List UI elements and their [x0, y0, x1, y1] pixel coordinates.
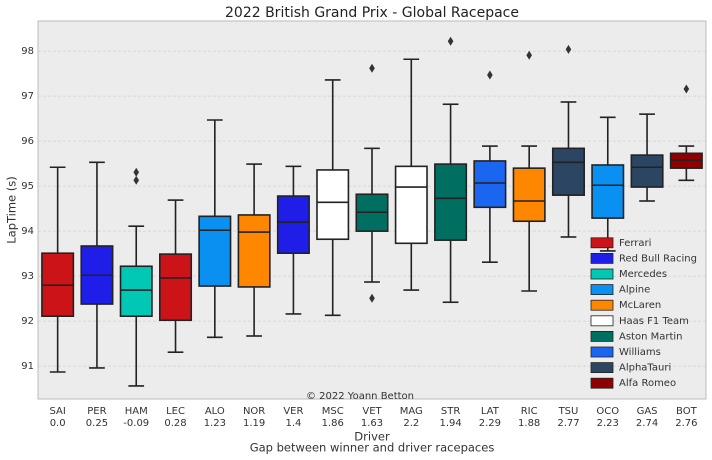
x-tick-label: GAS: [637, 406, 658, 417]
legend-swatch: [590, 299, 614, 311]
outlier: [369, 293, 375, 303]
x-tick-label: RIC: [521, 406, 538, 417]
y-tick-label: 92: [21, 316, 34, 327]
box: [119, 265, 153, 318]
legend-swatch: [590, 268, 614, 280]
legend-label: McLaren: [619, 300, 661, 311]
y-tick-label: 91: [21, 361, 34, 372]
x-tick-sublabel: 2.23: [597, 418, 619, 429]
x-tick-label: MSC: [322, 406, 344, 417]
x-tick-sublabel: 1.94: [439, 418, 461, 429]
legend-swatch: [590, 330, 614, 342]
copyright: © 2022 Yoann Betton: [306, 391, 414, 402]
legend-label: Red Bull Racing: [619, 253, 697, 264]
box: [394, 165, 428, 245]
x-tick-sublabel: 0.0: [50, 418, 66, 429]
chart-title: 2022 British Grand Prix - Global Racepac…: [225, 5, 519, 21]
box: [198, 215, 232, 287]
outlier: [369, 63, 375, 73]
legend-label: Mercedes: [619, 269, 667, 280]
x-tick-sublabel: 2.77: [557, 418, 579, 429]
x-tick-sublabel: 2.74: [636, 418, 658, 429]
legend-label: Williams: [619, 347, 661, 358]
x-tick-sublabel: 2.76: [675, 418, 697, 429]
x-tick-sublabel: 2.29: [479, 418, 501, 429]
outlier: [133, 175, 140, 185]
outlier: [526, 50, 532, 60]
x-tick-label: OCO: [596, 406, 619, 417]
y-tick-label: 97: [21, 91, 34, 102]
outlier: [565, 44, 572, 54]
x-tick-label: LAT: [481, 406, 500, 417]
y-tick-label: 95: [21, 181, 34, 192]
outlier: [447, 36, 454, 46]
x-tick-sublabel: 1.19: [243, 418, 265, 429]
x-axis-label: Driver: [354, 430, 390, 444]
x-tick-label: HAM: [125, 406, 148, 417]
x-tick-label: ALO: [205, 406, 225, 417]
x-tick-sublabel: 1.4: [285, 418, 301, 429]
box: [473, 160, 507, 209]
x-axis-sublabel: Gap between winner and driver racepaces: [250, 441, 495, 455]
x-tick-label: VET: [362, 406, 382, 417]
box: [591, 164, 625, 219]
x-tick-sublabel: 1.63: [361, 418, 383, 429]
x-tick-sublabel: 1.86: [322, 418, 344, 429]
legend-swatch: [590, 315, 614, 327]
x-tick-label: PER: [87, 406, 106, 417]
box: [434, 163, 468, 241]
x-tick-label: LEC: [166, 406, 185, 417]
legend-label: Ferrari: [619, 238, 651, 249]
x-tick-label: BOT: [676, 406, 698, 417]
box: [237, 214, 271, 288]
legend-label: Aston Martin: [619, 331, 683, 342]
x-tick-sublabel: 0.28: [164, 418, 186, 429]
x-tick-sublabel: -0.09: [123, 418, 149, 429]
y-tick-label: 94: [21, 226, 34, 237]
legend-swatch: [590, 252, 614, 264]
y-tick-label: 98: [21, 46, 34, 57]
box: [551, 147, 585, 196]
y-tick-label: 96: [21, 136, 34, 147]
y-tick-label: 93: [21, 271, 34, 282]
legend-swatch: [590, 237, 614, 249]
x-tick-label: MAG: [400, 406, 423, 417]
legend-swatch: [590, 377, 614, 389]
outlier: [683, 84, 690, 94]
box: [316, 169, 350, 241]
legend-swatch: [590, 346, 614, 358]
outlier: [133, 167, 140, 177]
box: [630, 154, 664, 188]
x-tick-label: STR: [441, 406, 460, 417]
box: [512, 167, 546, 223]
box: [159, 253, 193, 322]
x-tick-sublabel: 1.88: [518, 418, 540, 429]
outlier: [487, 70, 493, 80]
legend-swatch: [590, 362, 614, 374]
x-tick-label: SAI: [49, 406, 65, 417]
x-tick-sublabel: 2.2: [403, 418, 419, 429]
box: [276, 195, 310, 255]
legend-label: Alpine: [619, 285, 650, 296]
legend-swatch: [590, 284, 614, 296]
x-tick-sublabel: 1.23: [204, 418, 226, 429]
x-tick-sublabel: 0.25: [86, 418, 108, 429]
y-axis-label: LapTime (s): [5, 176, 19, 244]
x-tick-label: NOR: [243, 406, 265, 417]
legend-label: Alfa Romeo: [619, 378, 676, 389]
legend-label: AlphaTauri: [619, 363, 671, 374]
x-tick-label: VER: [283, 406, 303, 417]
x-tick-label: TSU: [558, 406, 579, 417]
legend-label: Haas F1 Team: [619, 316, 689, 327]
